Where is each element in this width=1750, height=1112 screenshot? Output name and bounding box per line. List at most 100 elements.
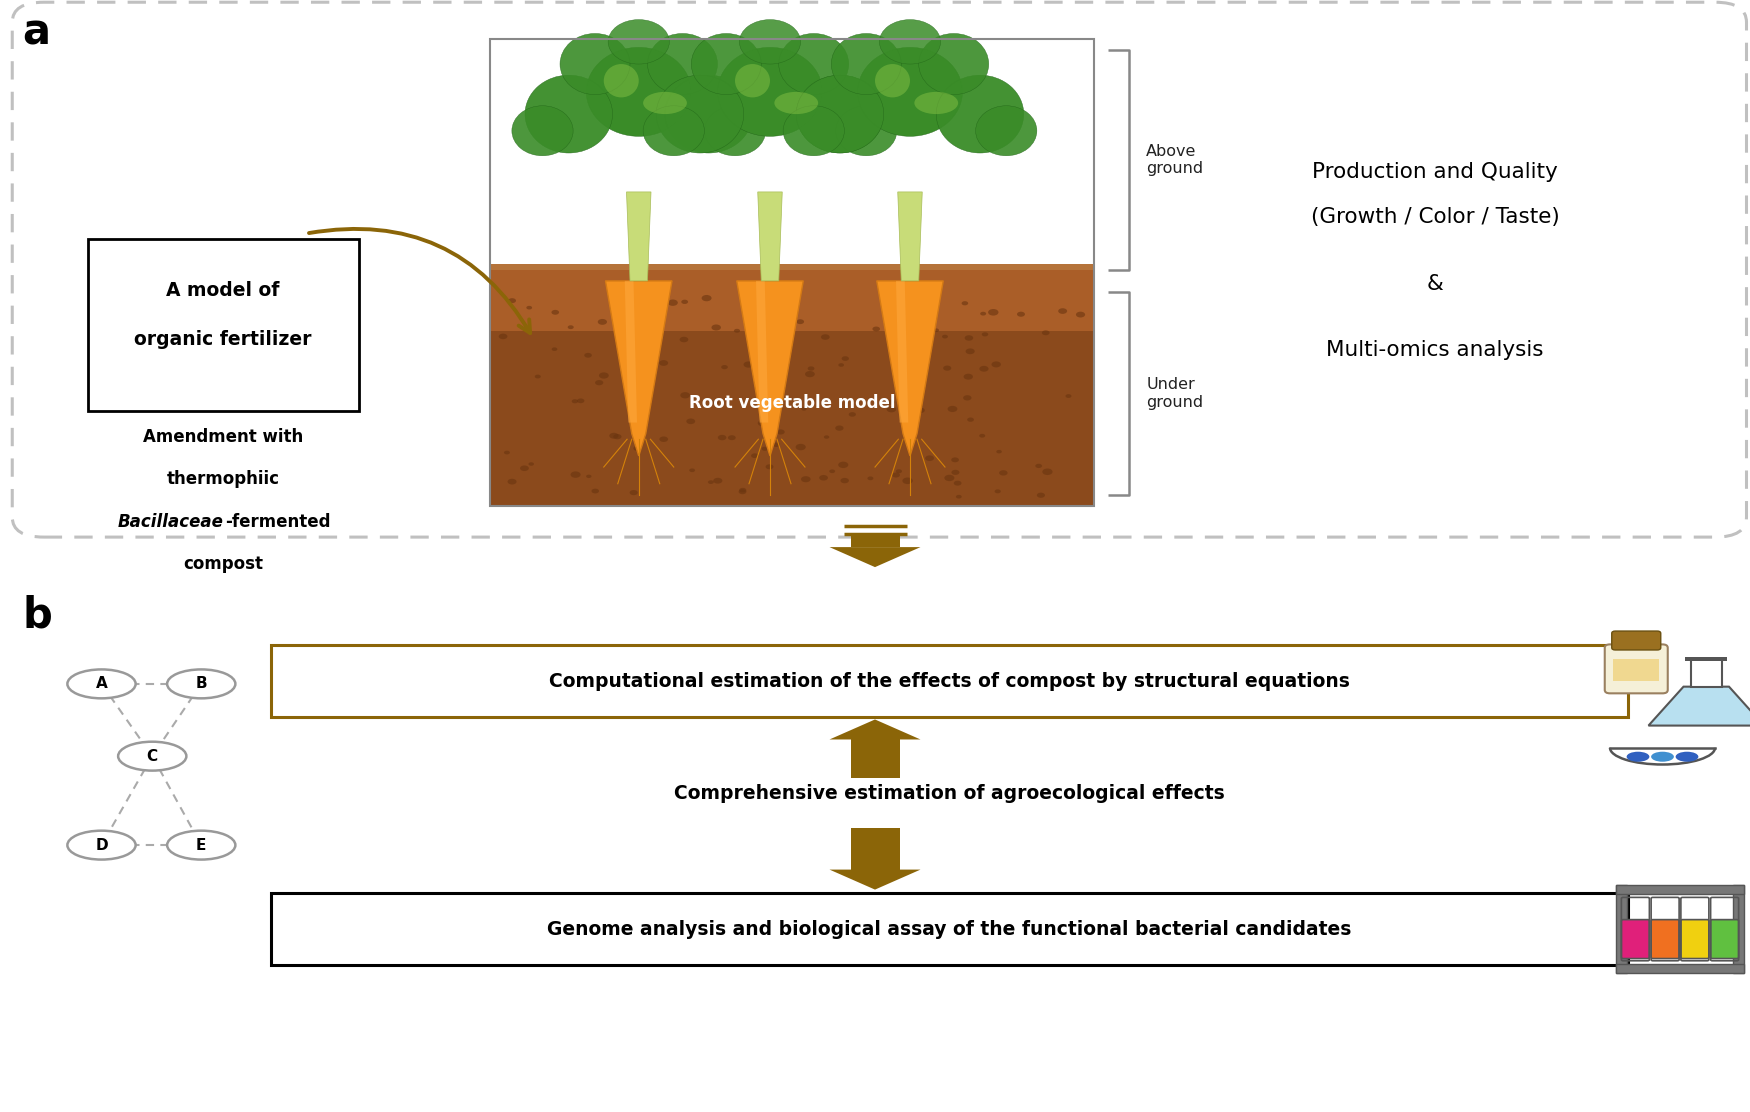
Circle shape (634, 446, 642, 451)
Circle shape (796, 319, 803, 324)
Circle shape (572, 399, 578, 404)
Circle shape (873, 327, 880, 331)
Circle shape (499, 334, 507, 339)
Bar (490, 39, 1094, 506)
Circle shape (830, 469, 835, 473)
Circle shape (954, 480, 961, 486)
Ellipse shape (740, 20, 802, 64)
Bar (490, 270, 1094, 331)
Circle shape (766, 388, 777, 395)
Polygon shape (1648, 687, 1750, 726)
Circle shape (686, 418, 695, 424)
Circle shape (884, 299, 891, 304)
Ellipse shape (858, 48, 963, 137)
FancyBboxPatch shape (1612, 632, 1661, 649)
Circle shape (947, 406, 957, 413)
Circle shape (821, 335, 830, 340)
Text: a: a (23, 11, 51, 53)
Circle shape (528, 463, 534, 466)
Circle shape (738, 489, 747, 494)
Ellipse shape (796, 76, 884, 153)
Circle shape (802, 476, 810, 483)
Bar (1732, 885, 1743, 973)
Circle shape (507, 479, 516, 485)
Circle shape (917, 408, 924, 413)
Text: b: b (23, 595, 52, 637)
Circle shape (751, 454, 758, 458)
Polygon shape (898, 192, 922, 281)
Circle shape (660, 360, 668, 366)
Bar (88, 239, 359, 411)
Circle shape (507, 298, 516, 304)
FancyBboxPatch shape (12, 2, 1746, 537)
Circle shape (567, 326, 574, 329)
Circle shape (649, 296, 660, 301)
Ellipse shape (1676, 752, 1698, 762)
Circle shape (926, 456, 934, 461)
Circle shape (586, 475, 592, 478)
Ellipse shape (779, 33, 849, 95)
Circle shape (968, 417, 975, 421)
Circle shape (999, 470, 1008, 476)
Text: compost: compost (184, 555, 262, 573)
Ellipse shape (656, 76, 744, 153)
Bar (1617, 885, 1628, 973)
Ellipse shape (1652, 752, 1673, 762)
Circle shape (933, 297, 938, 301)
Circle shape (679, 337, 688, 342)
Circle shape (1043, 468, 1052, 475)
Circle shape (570, 471, 581, 478)
Circle shape (808, 366, 814, 370)
Circle shape (598, 319, 607, 325)
Circle shape (887, 406, 896, 413)
Polygon shape (625, 281, 637, 423)
Circle shape (777, 429, 784, 435)
Circle shape (592, 488, 598, 494)
Ellipse shape (66, 669, 136, 698)
Circle shape (824, 435, 830, 439)
Circle shape (915, 405, 922, 409)
Circle shape (905, 433, 914, 438)
Circle shape (504, 450, 509, 455)
Circle shape (943, 366, 952, 370)
Circle shape (980, 366, 989, 371)
Ellipse shape (525, 76, 612, 153)
Circle shape (527, 306, 532, 309)
Circle shape (802, 407, 807, 410)
Text: (Growth / Color / Taste): (Growth / Color / Taste) (1311, 207, 1559, 227)
Circle shape (738, 488, 747, 493)
Circle shape (551, 347, 556, 351)
Circle shape (740, 297, 749, 301)
Circle shape (989, 309, 999, 316)
Text: C: C (147, 748, 158, 764)
Circle shape (933, 328, 940, 332)
Ellipse shape (648, 33, 718, 95)
Polygon shape (877, 281, 943, 456)
Text: organic fertilizer: organic fertilizer (135, 329, 312, 348)
Circle shape (584, 353, 592, 358)
Bar (850, 828, 900, 870)
Ellipse shape (718, 48, 822, 137)
Circle shape (903, 377, 908, 381)
Circle shape (536, 375, 541, 378)
Bar (490, 331, 1094, 506)
Text: E: E (196, 837, 206, 853)
FancyBboxPatch shape (1680, 920, 1708, 959)
Bar (1614, 658, 1659, 681)
Text: A model of: A model of (166, 281, 280, 300)
Bar (490, 39, 1094, 296)
Circle shape (765, 465, 774, 469)
Ellipse shape (644, 106, 704, 156)
Text: Bacillaceae: Bacillaceae (117, 513, 224, 530)
Ellipse shape (836, 106, 898, 156)
Polygon shape (756, 281, 768, 423)
Circle shape (649, 304, 656, 307)
Circle shape (551, 310, 558, 315)
Circle shape (1059, 308, 1068, 314)
Text: -fermented: -fermented (224, 513, 331, 530)
Text: Amendment with: Amendment with (144, 428, 303, 446)
Circle shape (612, 434, 621, 439)
Circle shape (994, 489, 1001, 494)
Circle shape (868, 476, 873, 480)
Polygon shape (737, 281, 803, 456)
